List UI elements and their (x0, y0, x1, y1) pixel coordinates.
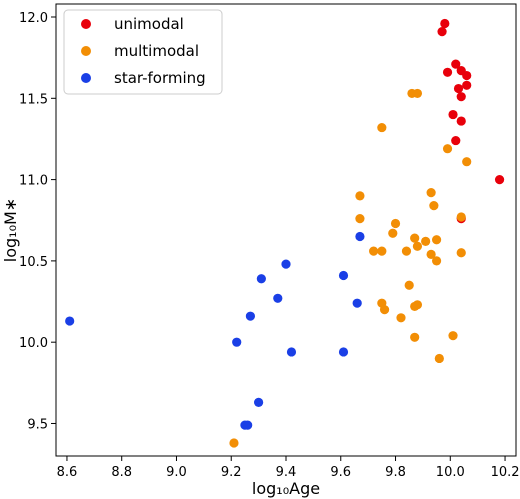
point-multimodal (410, 233, 420, 243)
point-multimodal (388, 228, 398, 238)
y-axis: 9.5 10.0 10.5 11.0 11.5 12.0 (19, 11, 56, 432)
point-unimodal (440, 18, 450, 29)
point-star-forming (286, 347, 297, 357)
legend: unimodal multimodal star-forming (63, 9, 223, 95)
legend-box (63, 9, 223, 95)
point-star-forming (245, 311, 256, 321)
y-tick-label: 10.5 (19, 255, 48, 270)
point-unimodal (456, 116, 466, 126)
point-multimodal (434, 353, 444, 364)
point-multimodal (412, 88, 423, 99)
point-star-forming (355, 231, 365, 242)
point-multimodal (229, 438, 239, 448)
point-star-forming (338, 270, 349, 281)
y-axis-label: log₁₀M∗ (1, 198, 20, 262)
point-multimodal (369, 246, 379, 256)
point-multimodal (421, 236, 431, 246)
legend-marker-multimodal (81, 46, 91, 56)
legend-marker-unimodal (81, 19, 91, 29)
point-unimodal (437, 27, 447, 37)
point-star-forming (352, 298, 362, 308)
point-multimodal (379, 305, 390, 315)
x-tick-label: 9.4 (276, 465, 297, 480)
point-star-forming (65, 316, 75, 326)
x-tick-label: 9.6 (330, 465, 351, 480)
point-multimodal (448, 331, 458, 341)
point-multimodal (429, 201, 439, 211)
point-multimodal (404, 280, 414, 290)
legend-label-multimodal: multimodal (114, 42, 199, 60)
point-star-forming (243, 420, 253, 430)
point-multimodal (355, 214, 365, 224)
point-unimodal (462, 70, 472, 81)
point-multimodal (396, 313, 406, 323)
point-multimodal (390, 218, 401, 229)
point-unimodal (442, 67, 453, 77)
point-multimodal (426, 188, 436, 198)
point-unimodal (451, 59, 461, 69)
point-multimodal (412, 241, 423, 251)
legend-marker-star-forming (81, 73, 91, 83)
x-tick-label: 8.8 (111, 465, 132, 480)
legend-label-unimodal: unimodal (114, 15, 184, 33)
x-tick-label: 9.2 (221, 465, 242, 480)
data-points (65, 18, 505, 448)
point-star-forming (256, 274, 266, 284)
point-multimodal (410, 332, 420, 342)
point-unimodal (456, 92, 466, 102)
point-multimodal (431, 235, 442, 245)
legend-label-star-forming: star-forming (114, 69, 206, 87)
x-axis-label: log₁₀Age (252, 479, 320, 498)
x-tick-label: 8.6 (57, 465, 78, 480)
x-axis: 8.6 8.8 9.0 9.2 9.4 9.6 9.8 10.0 10.2 (57, 456, 520, 480)
point-unimodal (451, 135, 461, 146)
point-multimodal (462, 157, 472, 167)
point-multimodal (456, 248, 466, 258)
point-star-forming (254, 397, 264, 407)
point-star-forming (281, 259, 291, 269)
x-tick-label: 10.0 (436, 465, 465, 480)
y-tick-label: 9.5 (27, 417, 48, 432)
point-multimodal (456, 212, 466, 222)
point-unimodal (494, 174, 505, 185)
point-star-forming (232, 337, 242, 347)
x-tick-label: 9.0 (166, 465, 187, 480)
point-multimodal (377, 246, 387, 256)
point-multimodal (401, 246, 412, 256)
x-tick-label: 9.8 (385, 465, 406, 480)
x-tick-label: 10.2 (491, 465, 520, 480)
point-multimodal (355, 191, 365, 201)
point-unimodal (453, 83, 464, 94)
point-multimodal (377, 122, 387, 133)
y-tick-label: 10.0 (19, 336, 48, 351)
point-star-forming (338, 347, 349, 357)
point-unimodal (462, 80, 472, 90)
point-unimodal (448, 109, 458, 120)
y-tick-label: 11.0 (19, 174, 48, 189)
y-tick-label: 11.5 (19, 92, 48, 107)
point-multimodal (431, 256, 442, 266)
y-tick-label: 12.0 (19, 11, 48, 26)
point-multimodal (412, 300, 423, 310)
point-multimodal (426, 249, 436, 259)
point-star-forming (273, 293, 283, 303)
point-multimodal (442, 144, 453, 154)
